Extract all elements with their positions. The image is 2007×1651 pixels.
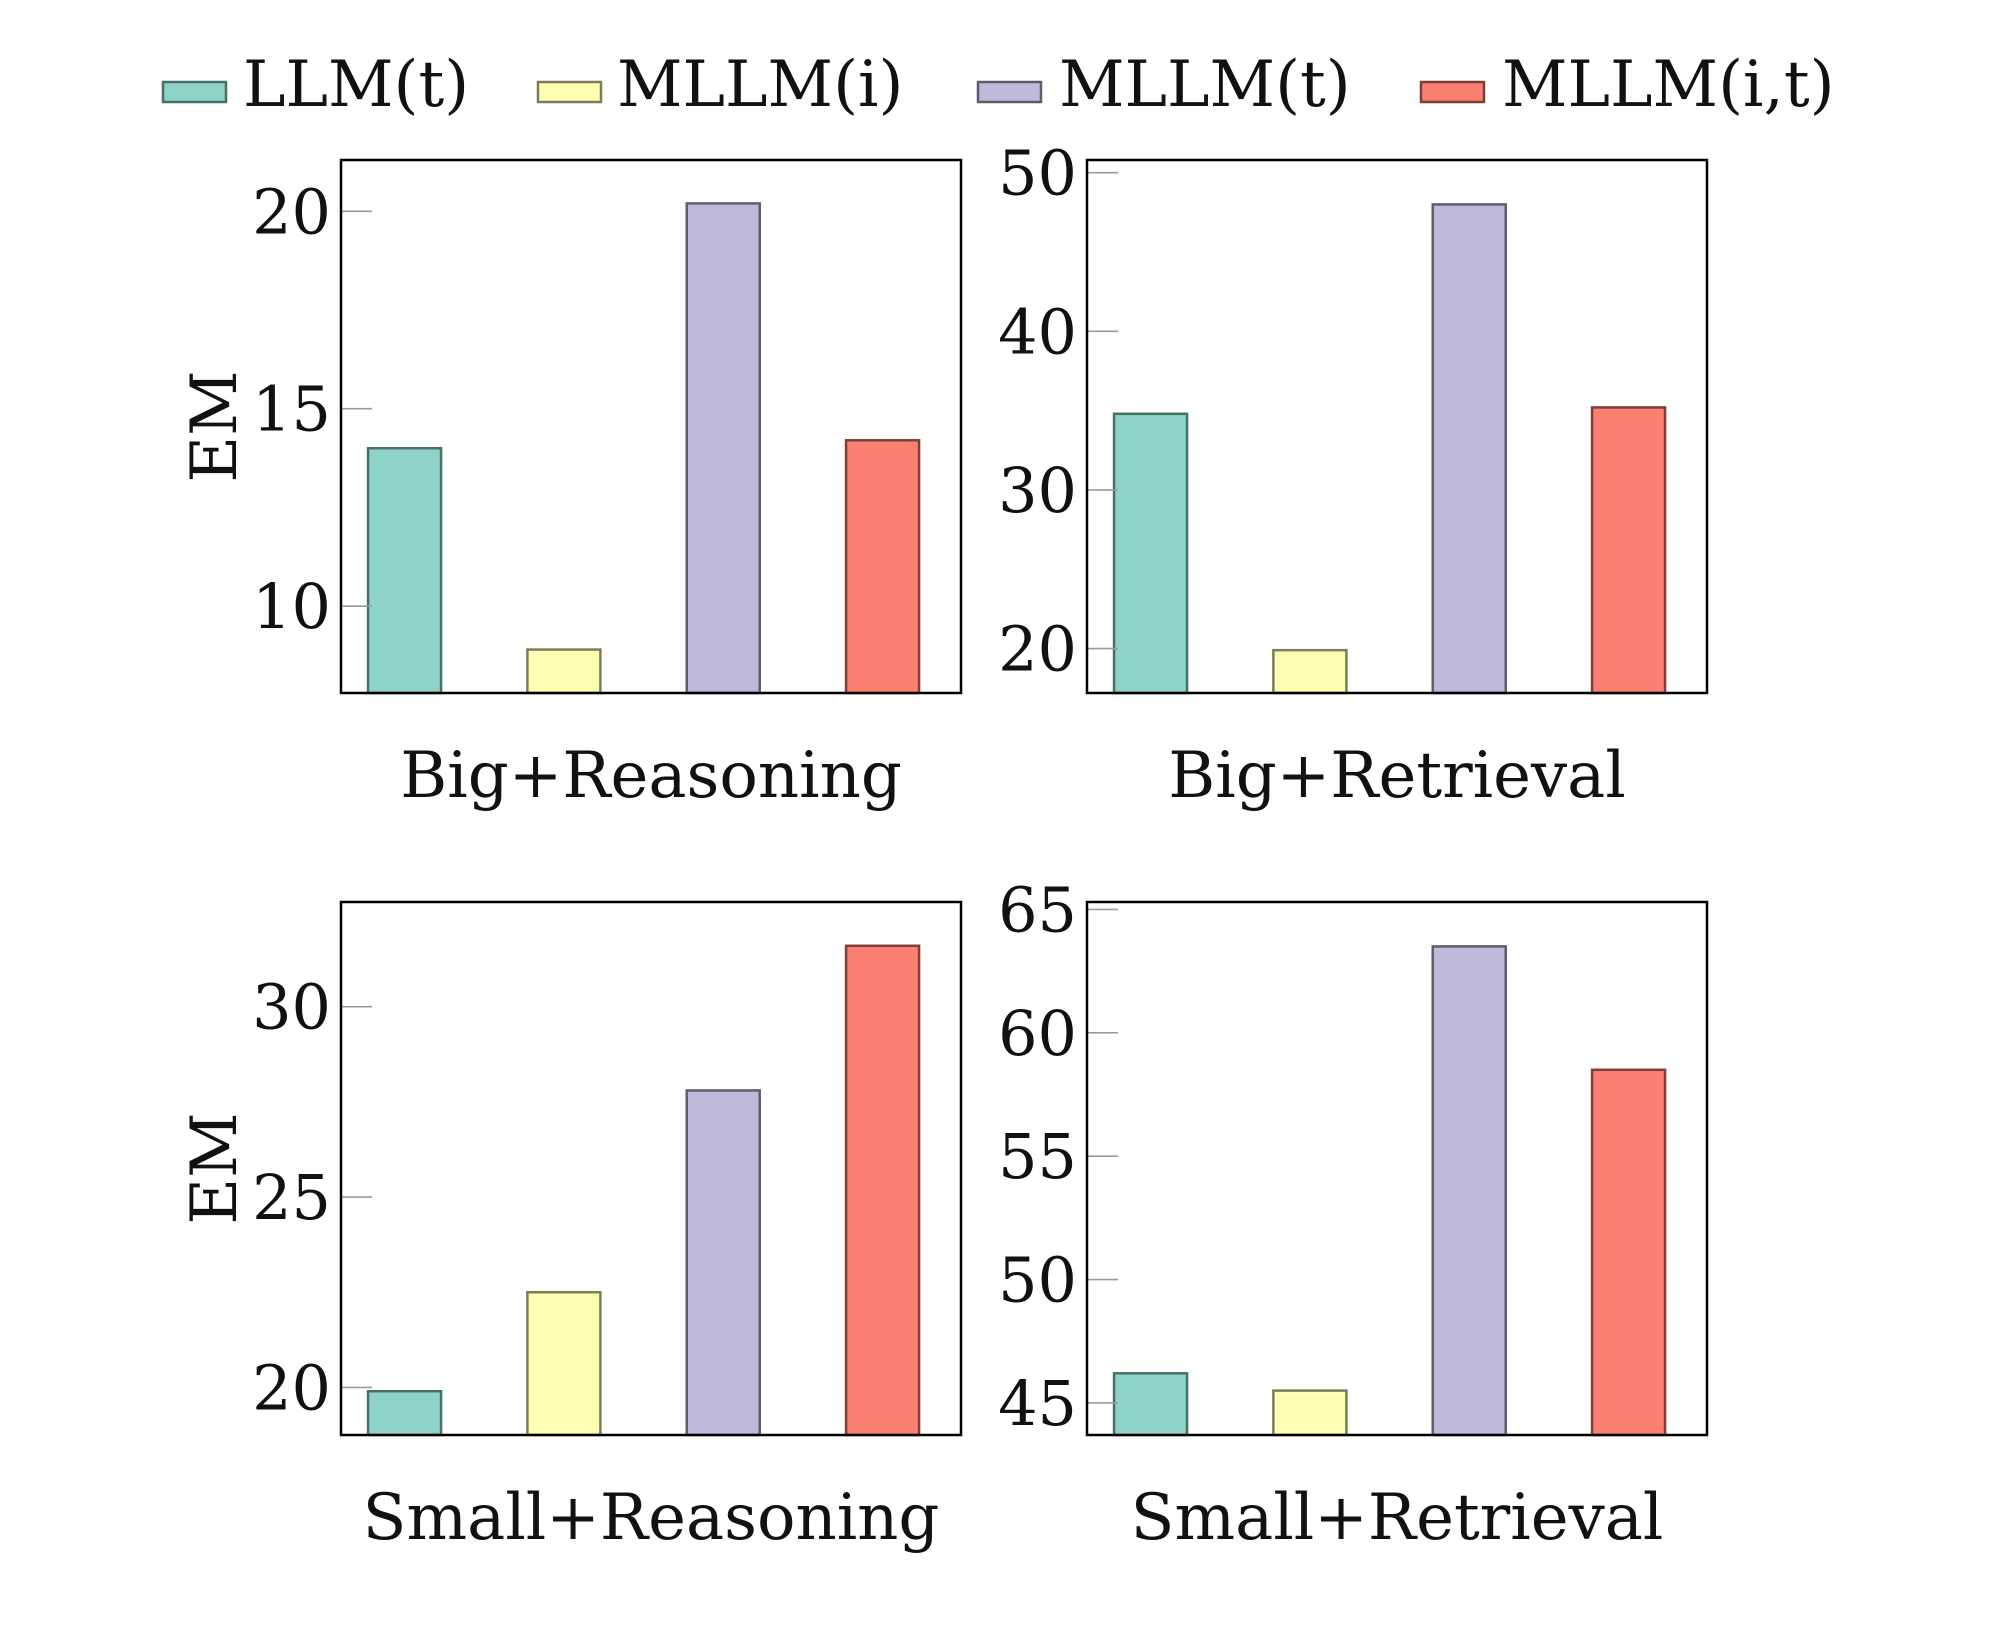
y-tick-label-small-reasoning-25: 25: [252, 1161, 331, 1234]
y-axis-label-small-reasoning: EM: [178, 1112, 252, 1224]
panel-big-retrieval: 20 30 40 50 Big+Retrieval: [998, 137, 1709, 813]
y-tick-label-big-retrieval-40: 40: [998, 295, 1077, 368]
y-tick-label-small-retrieval-45: 45: [998, 1367, 1077, 1440]
y-tick-label-small-retrieval-55: 55: [998, 1120, 1077, 1193]
bar-big-reasoning-mllm-i: [526, 648, 602, 695]
legend-label-llm-t: LLM(t): [243, 48, 469, 122]
bar-big-retrieval-llm-t: [1112, 412, 1189, 695]
y-tick-label-big-reasoning-20: 20: [252, 175, 331, 248]
bar-small-reasoning-mllm-t: [685, 1089, 761, 1437]
bar-small-retrieval-llm-t: [1112, 1372, 1189, 1437]
y-tick-label-small-retrieval-65: 65: [998, 873, 1077, 946]
legend-swatch-llm-t: [161, 80, 228, 104]
panel-small-reasoning: 20 25 30 Small+Reasoning EM: [178, 900, 963, 1555]
chart-panels: 10 15 20 Big+Reasoning EM 20 30 40 50 Big+Retriev…: [178, 137, 1709, 1555]
y-tick-label-small-retrieval-50: 50: [998, 1244, 1077, 1317]
bar-big-retrieval-mllm-i: [1272, 648, 1348, 695]
legend: LLM(t) MLLM(i) MLLM(t) MLLM(i,t): [161, 48, 1835, 122]
plot-frame-small-reasoning: [339, 900, 963, 1437]
panel-title-big-reasoning: Big+Reasoning: [400, 739, 902, 813]
panel-title-small-reasoning: Small+Reasoning: [363, 1481, 940, 1555]
plot-frame-small-retrieval: [1085, 900, 1709, 1437]
bar-big-retrieval-mllm-t: [1431, 203, 1507, 695]
panel-title-big-retrieval: Big+Retrieval: [1168, 739, 1626, 813]
bar-big-reasoning-mllm-t: [685, 202, 761, 695]
panel-small-retrieval: 45 50 55 60 65 Small+Retrieval: [998, 873, 1709, 1555]
bar-small-reasoning-mllm-i-t: [844, 944, 921, 1437]
bar-big-reasoning-llm-t: [366, 446, 443, 695]
y-tick-label-big-reasoning-10: 10: [252, 570, 331, 643]
y-tick-label-big-retrieval-30: 30: [998, 454, 1077, 527]
y-tick-label-big-retrieval-50: 50: [998, 137, 1077, 210]
panel-title-small-retrieval: Small+Retrieval: [1131, 1481, 1664, 1555]
legend-label-mllm-i-t: MLLM(i,t): [1502, 48, 1835, 122]
y-tick-label-small-retrieval-60: 60: [998, 997, 1077, 1070]
y-axis-label-big-reasoning: EM: [178, 370, 252, 482]
plot-frame-big-reasoning: [339, 158, 963, 695]
y-tick-label-small-reasoning-20: 20: [252, 1351, 331, 1424]
bar-small-retrieval-mllm-i: [1272, 1389, 1348, 1437]
bar-small-reasoning-mllm-i: [526, 1290, 602, 1437]
legend-swatch-mllm-i-t: [1419, 80, 1486, 104]
legend-swatch-mllm-i: [536, 80, 603, 104]
y-tick-label-small-reasoning-30: 30: [252, 971, 331, 1044]
bar-small-retrieval-mllm-i-t: [1590, 1068, 1667, 1437]
legend-label-mllm-i: MLLM(i): [617, 48, 903, 122]
legend-label-mllm-t: MLLM(t): [1059, 48, 1351, 122]
bar-big-reasoning-mllm-i-t: [844, 439, 921, 695]
panel-big-reasoning: 10 15 20 Big+Reasoning EM: [178, 158, 963, 813]
legend-swatch-mllm-t: [976, 80, 1043, 104]
bar-small-retrieval-mllm-t: [1431, 945, 1507, 1437]
bar-small-reasoning-llm-t: [366, 1389, 443, 1437]
y-tick-label-big-reasoning-15: 15: [252, 373, 331, 446]
bar-big-retrieval-mllm-i-t: [1590, 406, 1667, 695]
plot-frame-big-retrieval: [1085, 158, 1709, 695]
y-tick-label-big-retrieval-20: 20: [998, 613, 1077, 686]
